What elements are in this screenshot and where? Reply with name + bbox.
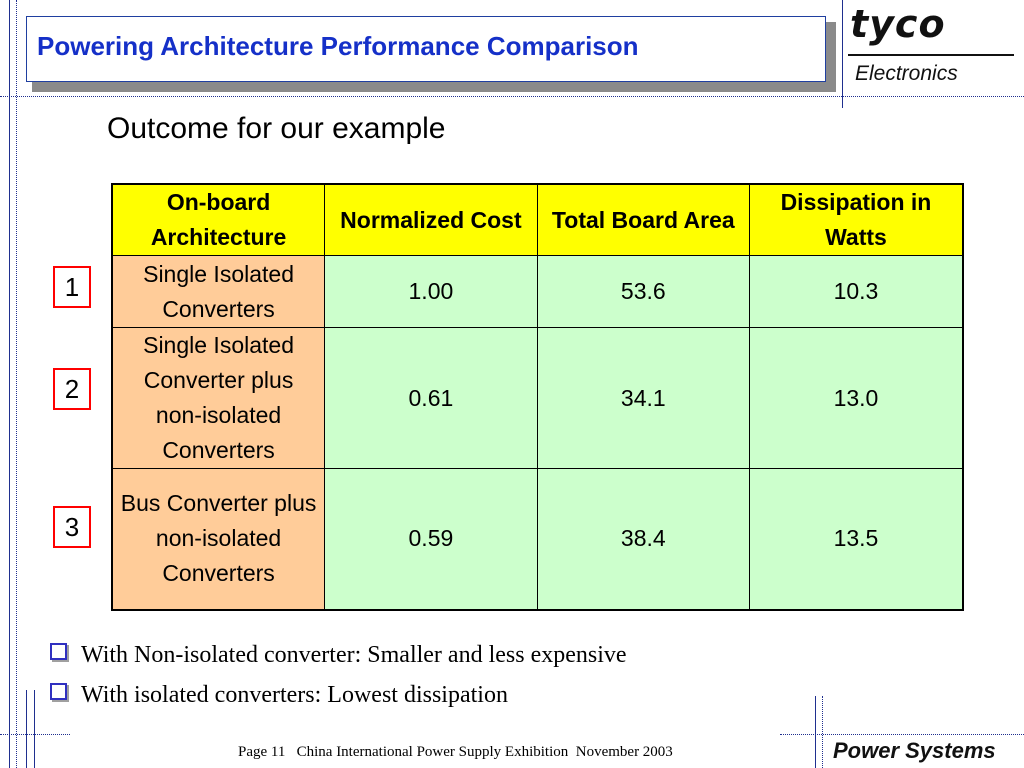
table-header-row: On-board Architecture Normalized Cost To…	[111, 183, 964, 256]
header-divider-line	[842, 0, 843, 108]
header-area: Total Board Area	[536, 183, 750, 256]
row-number-badge: 2	[53, 368, 91, 410]
electronics-logo-text: Electronics	[855, 62, 958, 85]
bottom-right-dotted-hline	[780, 734, 1024, 735]
table-row: Single Isolated Converters 1.00 53.6 10.…	[111, 255, 964, 328]
page-title: Powering Architecture Performance Compar…	[37, 31, 639, 61]
tyco-logo: tyco	[850, 2, 946, 46]
bottom-left-dotted-line	[0, 734, 70, 735]
bottom-right-guide-line	[815, 696, 816, 768]
bullet-text: With Non-isolated converter: Smaller and…	[81, 642, 627, 668]
top-guide-dotted-line	[0, 96, 1024, 97]
footer-event: China International Power Supply Exhibit…	[296, 744, 569, 760]
header-cost: Normalized Cost	[324, 183, 538, 256]
header-architecture: On-board Architecture	[111, 183, 326, 256]
area-cell: 34.1	[536, 327, 750, 469]
header-dissipation: Dissipation in Watts	[748, 183, 964, 256]
footer: Page 11 China International Power Supply…	[238, 744, 673, 761]
bullet-item: With isolated converters: Lowest dissipa…	[50, 682, 508, 709]
cost-cell: 1.00	[324, 255, 538, 328]
table-row: Single Isolated Converter plus non-isola…	[111, 327, 964, 469]
title-box: Powering Architecture Performance Compar…	[26, 16, 826, 82]
comparison-table: On-board Architecture Normalized Cost To…	[111, 183, 964, 611]
area-cell: 38.4	[536, 468, 750, 610]
logo-divider	[848, 54, 1014, 56]
bottom-left-guide-line	[26, 690, 27, 768]
architecture-cell: Bus Converter plus non-isolated Converte…	[111, 468, 326, 610]
left-guide-dotted-line	[16, 0, 17, 768]
footer-date: November 2003	[575, 744, 673, 760]
row-number-badge: 3	[53, 506, 91, 548]
cost-cell: 0.59	[324, 468, 538, 610]
left-guide-line	[9, 0, 10, 768]
checkbox-bullet-icon	[50, 643, 67, 660]
architecture-cell: Single Isolated Converters	[111, 255, 326, 328]
bullet-text: With isolated converters: Lowest dissipa…	[81, 682, 508, 708]
table-row: Bus Converter plus non-isolated Converte…	[111, 468, 964, 610]
footer-page: Page 11	[238, 744, 286, 760]
bottom-left-guide-line-2	[34, 690, 35, 768]
dissipation-cell: 13.0	[748, 327, 964, 469]
architecture-cell: Single Isolated Converter plus non-isola…	[111, 327, 326, 469]
bottom-right-dotted-line	[822, 696, 823, 768]
dissipation-cell: 10.3	[748, 255, 964, 328]
area-cell: 53.6	[536, 255, 750, 328]
power-systems-logo: Power Systems	[833, 738, 996, 763]
subtitle: Outcome for our example	[107, 112, 446, 145]
cost-cell: 0.61	[324, 327, 538, 469]
checkbox-bullet-icon	[50, 683, 67, 700]
bullet-item: With Non-isolated converter: Smaller and…	[50, 642, 627, 669]
dissipation-cell: 13.5	[748, 468, 964, 610]
row-number-badge: 1	[53, 266, 91, 308]
